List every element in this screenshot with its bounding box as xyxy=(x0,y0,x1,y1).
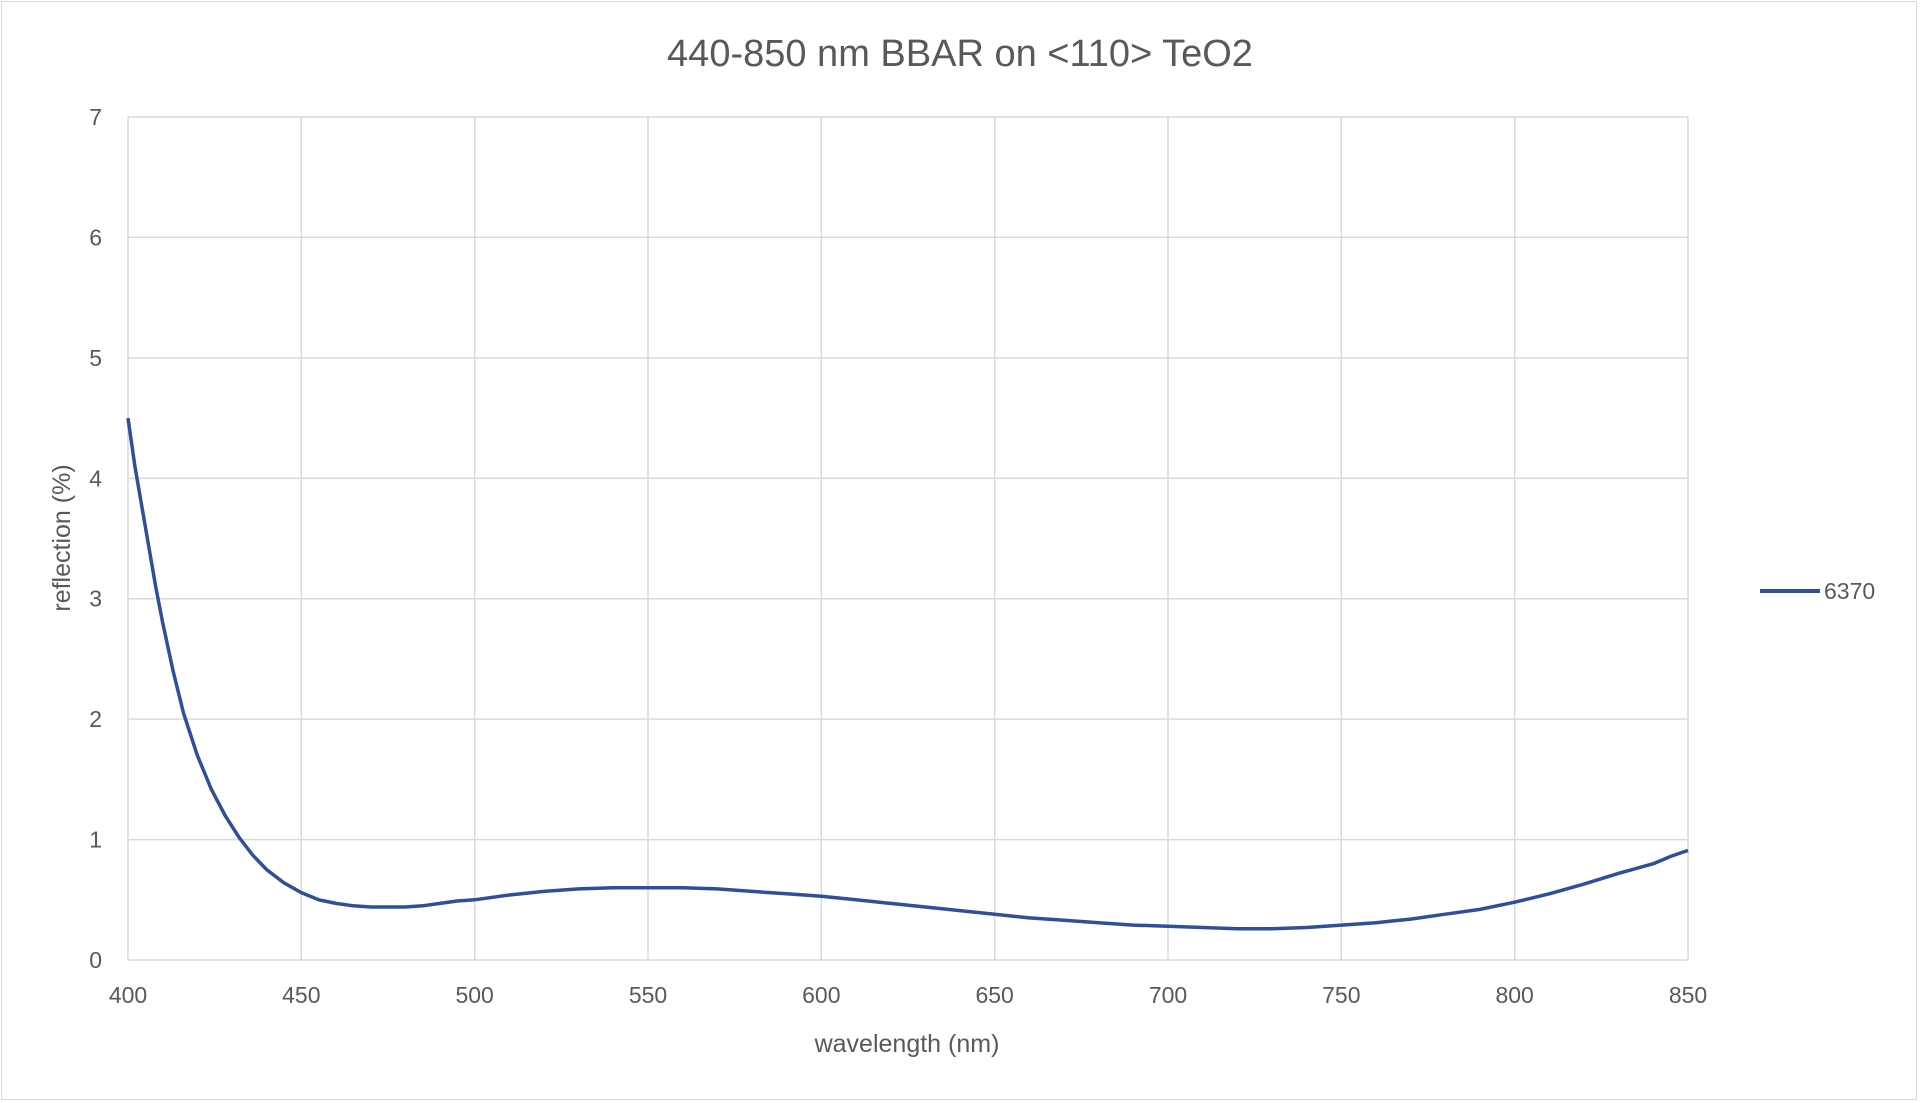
x-tick-label: 550 xyxy=(629,982,667,1008)
y-tick-label: 1 xyxy=(89,827,102,853)
y-tick-label: 5 xyxy=(89,345,102,371)
x-tick-label: 600 xyxy=(802,982,840,1008)
legend: 6370 xyxy=(1760,578,1875,604)
x-tick-label: 800 xyxy=(1495,982,1533,1008)
series-line-6370 xyxy=(126,417,1689,931)
x-tick-label: 650 xyxy=(975,982,1013,1008)
legend-label-6370: 6370 xyxy=(1824,578,1875,604)
y-tick-label: 2 xyxy=(89,706,102,732)
series-layer xyxy=(126,417,1689,931)
x-tick-label: 750 xyxy=(1322,982,1360,1008)
chart-title: 440-850 nm BBAR on <110> TeO2 xyxy=(667,33,1253,75)
y-tick-label: 7 xyxy=(89,104,102,130)
x-axis-label: wavelength (nm) xyxy=(814,1030,1000,1058)
gridlines xyxy=(127,116,1689,961)
y-axis-ticks: 0 1 2 3 4 5 6 7 xyxy=(89,104,102,973)
y-axis-label: reflection (%) xyxy=(48,464,76,611)
x-tick-label: 700 xyxy=(1149,982,1187,1008)
y-tick-label: 6 xyxy=(89,224,102,250)
y-tick-label: 3 xyxy=(89,586,102,612)
x-tick-label: 850 xyxy=(1669,982,1707,1008)
y-tick-label: 0 xyxy=(89,947,102,973)
x-tick-label: 500 xyxy=(455,982,493,1008)
x-tick-label: 450 xyxy=(282,982,320,1008)
x-axis-ticks: 400 450 500 550 600 650 700 750 800 850 xyxy=(109,982,1707,1008)
x-tick-label: 400 xyxy=(109,982,147,1008)
y-tick-label: 4 xyxy=(89,465,102,491)
